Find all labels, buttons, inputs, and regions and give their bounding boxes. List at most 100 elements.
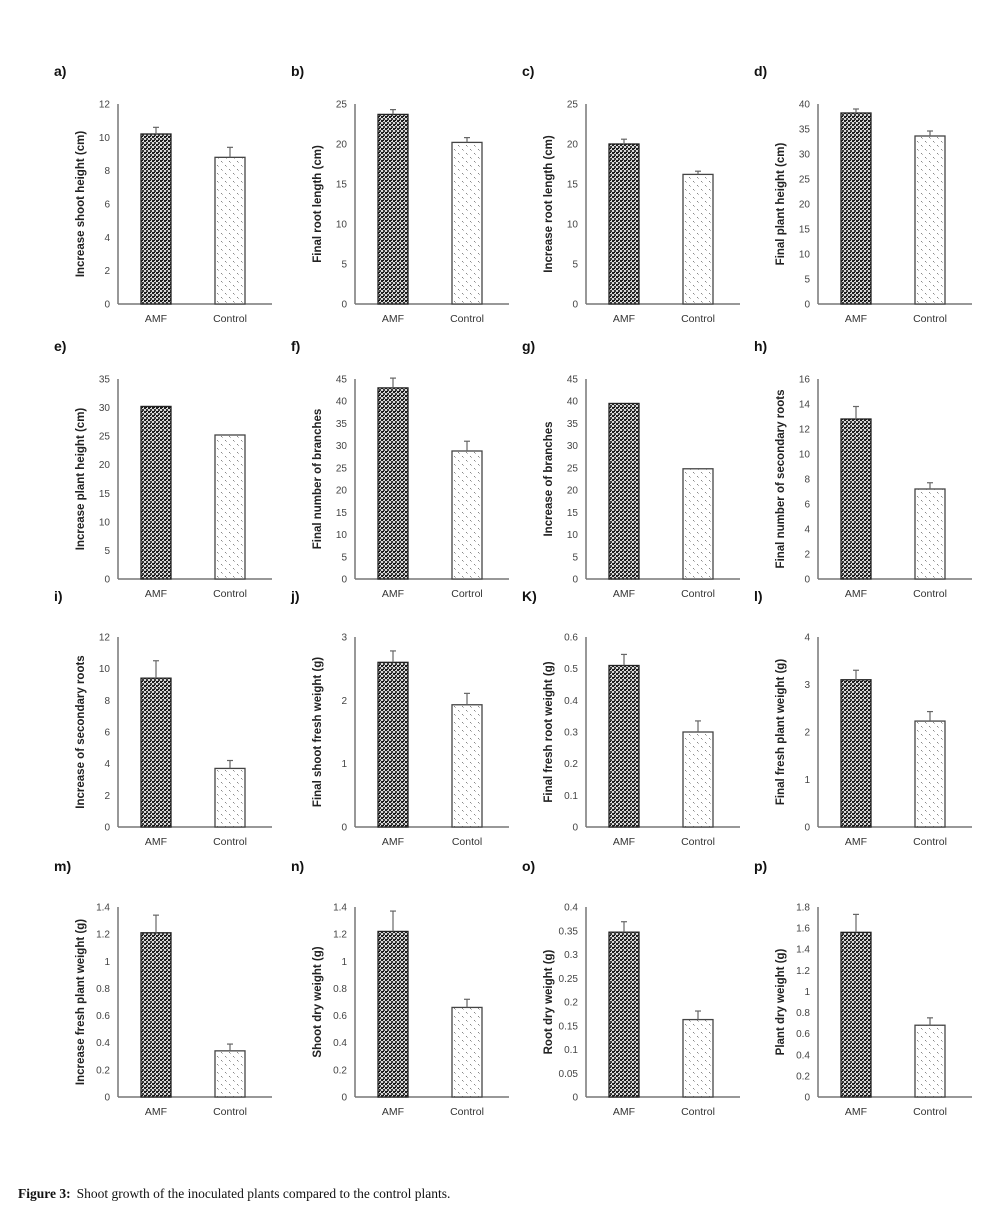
x-category-label: Control bbox=[913, 836, 947, 848]
y-tick-label: 20 bbox=[567, 486, 579, 497]
bar-chart: e) Increase plant height (cm) 0 5 10 15 20 25 30… bbox=[54, 338, 272, 600]
chart-panel: n) Shoot dry weight (g) 0 0.2 0.4 0.6 0.8 1 1.2 1… bbox=[277, 855, 513, 1123]
x-category-label: Cortrol bbox=[451, 588, 483, 600]
y-tick-label: 1 bbox=[804, 987, 810, 998]
y-tick-label: 0 bbox=[804, 575, 810, 586]
y-tick-label: 14 bbox=[799, 400, 811, 411]
y-tick-label: 0.8 bbox=[796, 1008, 810, 1019]
y-tick-label: 12 bbox=[799, 425, 811, 436]
y-axis-label: Increase shoot height (cm) bbox=[75, 131, 87, 278]
y-tick-label: 5 bbox=[804, 275, 810, 286]
y-tick-label: 0.3 bbox=[564, 728, 578, 739]
y-tick-label: 0.2 bbox=[564, 759, 578, 770]
bar-control bbox=[682, 1018, 714, 1098]
y-tick-label: 10 bbox=[336, 220, 348, 231]
panel-letter: h) bbox=[754, 338, 767, 354]
panel-letter: a) bbox=[54, 63, 66, 79]
y-axis-label: Final root length (cm) bbox=[312, 145, 324, 263]
y-tick-label: 2 bbox=[804, 550, 810, 561]
x-category-label: Control bbox=[213, 836, 247, 848]
panel-letter: K) bbox=[522, 588, 537, 604]
bar-amf bbox=[608, 402, 640, 580]
x-category-label: Control bbox=[450, 1106, 484, 1118]
bar-control bbox=[451, 704, 483, 828]
chart-panel: f) Final number of branches 0 5 10 15 20 25 30 35… bbox=[277, 335, 513, 603]
y-tick-label: 5 bbox=[104, 546, 110, 557]
x-category-label: Contol bbox=[452, 836, 482, 848]
bar-control bbox=[451, 450, 483, 580]
y-axis-label: Final fresh plant weight (g) bbox=[775, 659, 787, 805]
x-category-label: AMF bbox=[145, 313, 167, 325]
y-axis-label: Final plant height (cm) bbox=[775, 143, 787, 266]
bar-control bbox=[451, 1006, 483, 1098]
bar-amf bbox=[608, 664, 640, 828]
y-tick-label: 0.2 bbox=[564, 998, 578, 1009]
y-tick-label: 4 bbox=[104, 759, 110, 770]
x-category-label: Control bbox=[681, 588, 715, 600]
chart-panel: d) Final plant height (cm) 0 5 10 15 20 25 30 35 4… bbox=[740, 60, 976, 328]
y-tick-label: 25 bbox=[799, 175, 811, 186]
y-tick-label: 20 bbox=[567, 140, 579, 151]
bar-chart: m) Increase fresh plant weight (g) 0 0.2 0.4… bbox=[54, 858, 272, 1118]
y-axis-label: Increase root length (cm) bbox=[543, 135, 555, 273]
y-tick-label: 15 bbox=[336, 180, 348, 191]
y-tick-label: 0 bbox=[341, 575, 347, 586]
y-tick-label: 12 bbox=[99, 100, 111, 111]
y-tick-label: 8 bbox=[104, 166, 110, 177]
y-tick-label: 5 bbox=[572, 260, 578, 271]
y-axis-label: Increase fresh plant weight (g) bbox=[75, 919, 87, 1085]
y-tick-label: 1.2 bbox=[796, 966, 810, 977]
chart-panel: e) Increase plant height (cm) 0 5 10 15 20 25 30… bbox=[40, 335, 276, 603]
y-tick-label: 10 bbox=[99, 664, 111, 675]
y-tick-label: 6 bbox=[804, 500, 810, 511]
y-tick-label: 0.4 bbox=[564, 903, 578, 914]
bar-chart: o) Root dry weight (g) 0 0.05 0.1 0.15 0.2 0.25… bbox=[522, 858, 740, 1118]
x-category-label: AMF bbox=[613, 313, 635, 325]
y-tick-label: 12 bbox=[99, 633, 111, 644]
bar-amf bbox=[377, 113, 409, 305]
chart-panel: o) Root dry weight (g) 0 0.05 0.1 0.15 0.2 0.25… bbox=[508, 855, 744, 1123]
y-tick-label: 0.2 bbox=[96, 1065, 110, 1076]
y-axis-label: Increase plant height (cm) bbox=[75, 408, 87, 551]
y-tick-label: 0.6 bbox=[333, 1011, 347, 1022]
bar-amf bbox=[840, 931, 872, 1098]
chart-panel: K) Final fresh root weight (g) 0 0.1 0.2 0.3 0… bbox=[508, 585, 744, 853]
caption-text: Shoot growth of the inoculated plants co… bbox=[76, 1186, 451, 1201]
bar-chart: c) Increase root length (cm) 0 5 10 15 20 25 AMF… bbox=[522, 63, 740, 325]
y-axis-label: Plant dry weight (g) bbox=[775, 948, 787, 1055]
panel-letter: o) bbox=[522, 858, 535, 874]
y-tick-label: 10 bbox=[99, 517, 111, 528]
y-tick-label: 0.5 bbox=[564, 664, 578, 675]
y-tick-label: 25 bbox=[336, 100, 348, 111]
y-tick-label: 0.35 bbox=[559, 926, 579, 937]
x-category-label: AMF bbox=[845, 588, 867, 600]
bar-chart: K) Final fresh root weight (g) 0 0.1 0.2 0.3 0… bbox=[522, 588, 740, 848]
y-tick-label: 25 bbox=[567, 463, 579, 474]
y-tick-label: 25 bbox=[336, 463, 348, 474]
chart-panel: m) Increase fresh plant weight (g) 0 0.2 0.4… bbox=[40, 855, 276, 1123]
bar-amf bbox=[140, 405, 172, 580]
y-tick-label: 8 bbox=[104, 696, 110, 707]
panel-letter: j) bbox=[290, 588, 300, 604]
panel-letter: n) bbox=[291, 858, 304, 874]
bar-amf bbox=[840, 679, 872, 828]
bar-chart: b) Final root length (cm) 0 5 10 15 20 25 AMF Con… bbox=[291, 63, 509, 325]
bar-control bbox=[914, 720, 946, 828]
y-tick-label: 45 bbox=[336, 375, 348, 386]
x-category-label: AMF bbox=[145, 588, 167, 600]
y-tick-label: 40 bbox=[567, 397, 579, 408]
bar-chart: i) Increase of secondary roots 0 2 4 6 8 10 12 AM… bbox=[54, 588, 272, 848]
panel-letter: i) bbox=[54, 588, 63, 604]
x-category-label: Control bbox=[450, 313, 484, 325]
y-tick-label: 0.6 bbox=[564, 633, 578, 644]
bar-amf bbox=[377, 661, 409, 828]
y-tick-label: 0 bbox=[572, 300, 578, 311]
bar-control bbox=[214, 156, 246, 305]
y-axis-label: Final fresh root weight (g) bbox=[543, 661, 555, 802]
x-category-label: AMF bbox=[845, 1106, 867, 1118]
bar-control bbox=[914, 135, 946, 305]
bar-amf bbox=[377, 930, 409, 1098]
y-tick-label: 0 bbox=[341, 300, 347, 311]
panel-letter: p) bbox=[754, 858, 767, 874]
bar-amf bbox=[377, 387, 409, 580]
